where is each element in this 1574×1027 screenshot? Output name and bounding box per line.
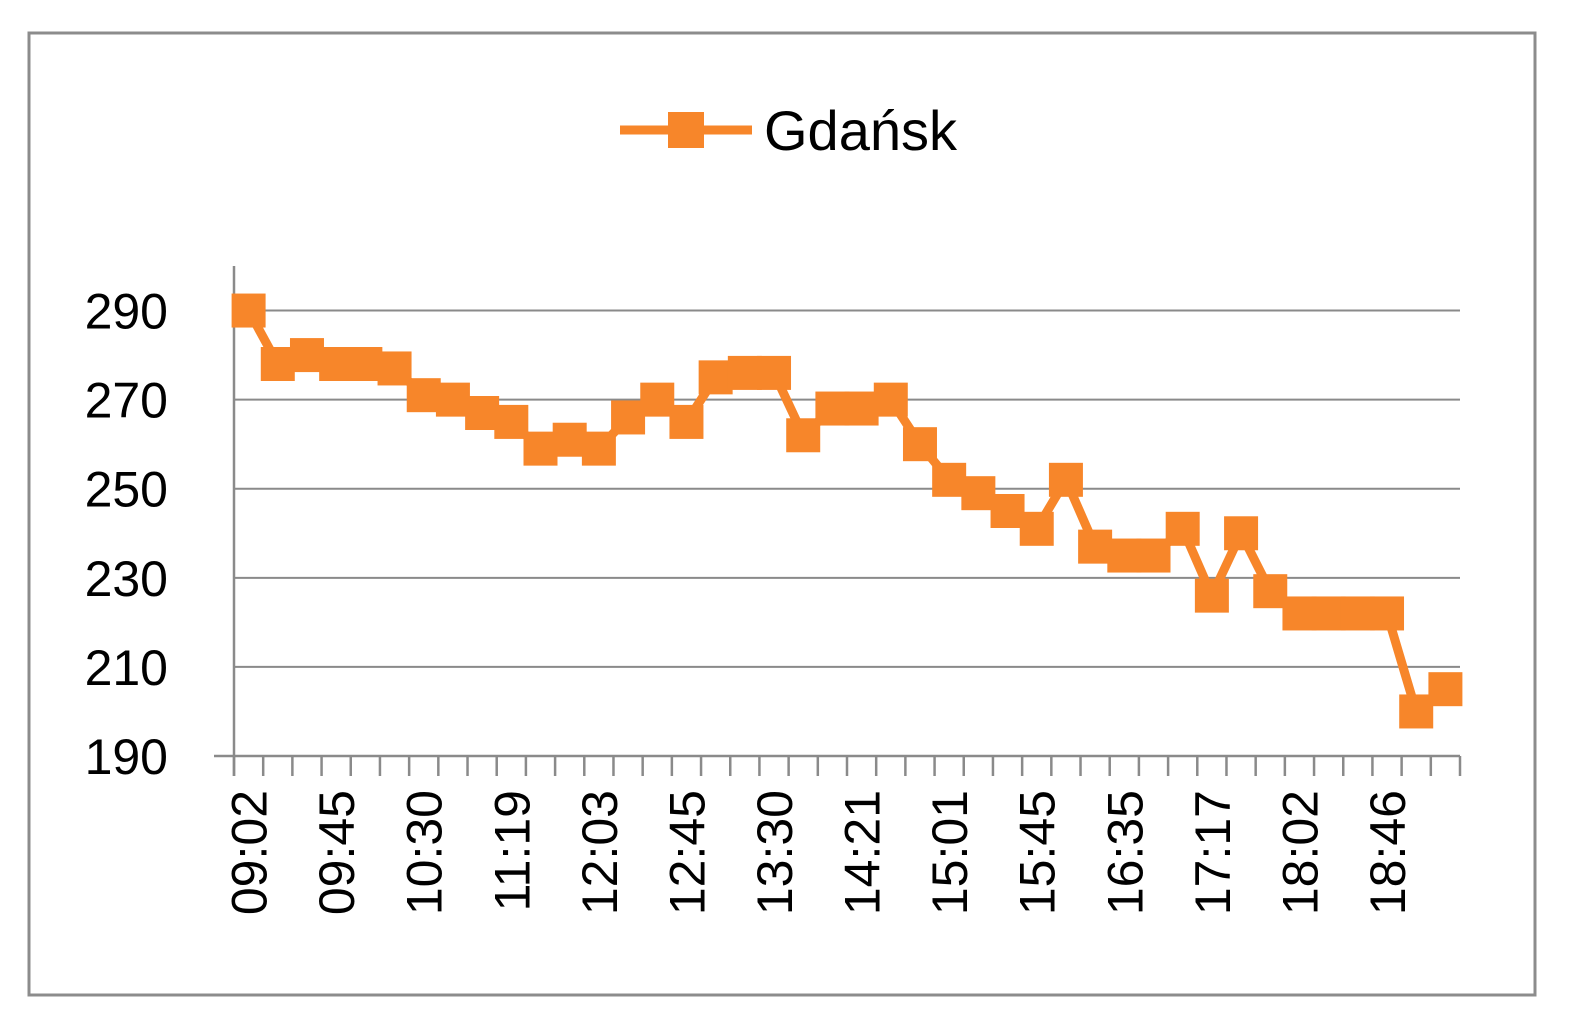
data-point [465,396,500,430]
data-point [435,382,470,417]
data-point [348,347,383,381]
data-point [523,431,558,466]
series-gdansk [231,293,1463,729]
data-point [1399,694,1434,729]
x-tick-label: 15:45 [1010,790,1066,915]
data-point [669,404,704,439]
data-point [786,418,821,453]
x-tick-label: 14:21 [835,790,891,915]
data-point [815,391,850,426]
data-point [1253,574,1288,609]
chart-frame [27,31,1537,997]
data-point [1428,672,1463,707]
y-tick-label: 270 [85,373,168,429]
data-point [494,404,529,439]
data-point [319,347,354,381]
x-tick-label: 16:35 [1097,790,1153,915]
data-point [1019,511,1054,546]
x-tick-label: 09:02 [222,790,278,915]
data-point [1340,596,1375,631]
x-tick-label: 17:17 [1185,790,1241,915]
data-point [260,347,295,381]
data-point [1282,596,1317,631]
x-tick-label: 13:30 [747,790,803,915]
data-point [377,351,412,386]
data-point [1136,538,1171,573]
legend: Gdańsk [620,99,958,162]
x-tick-label: 15:01 [922,790,978,915]
x-tick-label: 18:02 [1272,790,1328,915]
data-point [1048,462,1083,497]
data-point [844,391,879,426]
data-point [1107,538,1142,573]
data-point [902,427,937,462]
data-point [961,476,996,511]
y-tick-label: 190 [85,729,168,785]
x-tick-label: 09:45 [309,790,365,915]
data-point [1370,596,1405,631]
x-tick-label: 10:30 [397,790,453,915]
data-point [406,378,441,413]
x-tick-labels: 09:02 09:45 10:30 11:19 12:03 12:45 13:30 14:21… [222,790,1416,915]
axes [214,266,1462,776]
y-tick-label: 210 [85,640,168,696]
data-point [552,422,587,457]
data-point [1078,529,1113,564]
data-point [1165,511,1200,546]
data-point [231,293,266,328]
x-tick-label: 12:45 [659,790,715,915]
data-point [1194,578,1229,613]
y-tick-label: 290 [85,284,168,340]
data-point [640,382,675,417]
data-point [611,400,646,435]
data-point [932,462,967,497]
data-point [873,382,908,417]
data-point [289,338,324,373]
x-tick-label: 18:46 [1360,790,1416,915]
x-tick-label: 12:03 [572,790,628,915]
legend-marker [668,112,704,148]
data-point [581,431,616,466]
y-tick-label: 250 [85,462,168,518]
x-tick-label: 11:19 [484,790,540,911]
y-tick-labels: 190 210 230 250 270 290 [85,284,168,785]
data-point [698,360,733,395]
y-tick-label: 230 [85,551,168,607]
data-point [727,355,762,390]
data-point [990,494,1025,528]
legend-label: Gdańsk [764,99,958,162]
data-point [1224,516,1259,551]
data-point [757,355,792,390]
data-point [1311,596,1346,631]
